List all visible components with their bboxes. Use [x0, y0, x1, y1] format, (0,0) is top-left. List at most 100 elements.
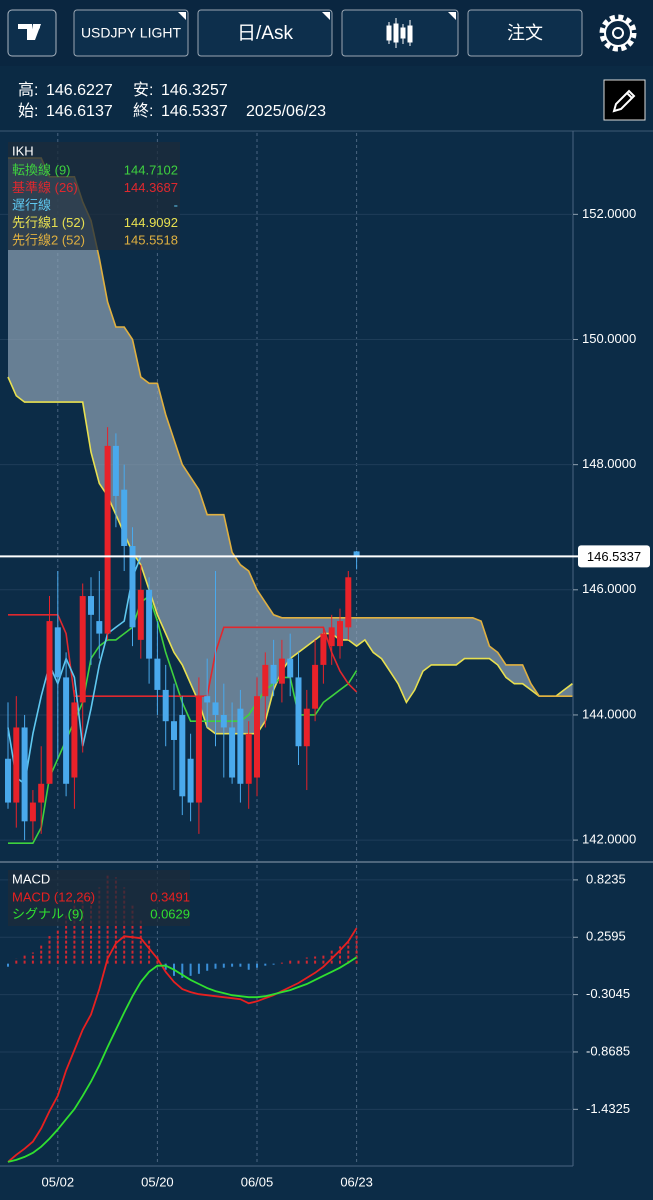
date: 2025/06/23 [246, 103, 326, 120]
legend-value: 144.3687 [124, 180, 178, 195]
legend-box [8, 142, 180, 250]
candle-body [96, 621, 103, 634]
gear-body [604, 19, 632, 47]
macd-line [7, 927, 358, 1163]
button-frame [197, 9, 333, 57]
x-tick-label: 05/20 [141, 1174, 174, 1189]
macd-line [7, 956, 358, 1163]
overlay: 05/02 05/20 06/05 06/23 142.0000 144.0000 146.… [0, 142, 650, 1189]
y-tick-label: 144.0000 [582, 706, 636, 721]
logo-button[interactable] [7, 9, 57, 57]
high-value: 146.6227 [46, 82, 113, 99]
candle-body [229, 727, 236, 778]
legend-name: 先行線1 (52) [12, 215, 85, 230]
legend-value: 0.0629 [150, 906, 190, 921]
legend-value: 0.3491 [150, 889, 190, 904]
button-frame [341, 9, 459, 57]
legend-title: MACD [12, 871, 50, 886]
candle-body [195, 696, 202, 803]
candle-body [129, 545, 136, 628]
candle-body [320, 633, 327, 665]
close-value: 146.5337 [161, 103, 228, 120]
ohlc-info: 高: 146.6227 安: 146.3257 始: 146.6137 終: 1… [18, 81, 326, 120]
last-price-tag [578, 545, 650, 568]
corner-mark [178, 12, 186, 20]
candle-body [295, 677, 302, 747]
y-tick-label: -1.4325 [586, 1101, 630, 1116]
gear-hole [612, 27, 624, 39]
y-tick-label: 148.0000 [582, 456, 636, 471]
price-button[interactable]: 日/Ask [197, 9, 333, 57]
chart-type-button[interactable] [341, 9, 459, 57]
y-tick-label: -0.3045 [586, 986, 630, 1001]
button-frame [73, 9, 189, 57]
symbol-button[interactable]: USDJPY LIGHT [73, 9, 189, 57]
close-label: 終: [133, 102, 153, 120]
indicator-line [7, 556, 142, 786]
button-frame [467, 9, 583, 57]
candle-body [171, 721, 177, 740]
last-price-label: 146.5337 [587, 549, 641, 564]
y-tick-label: 142.0000 [582, 832, 636, 847]
candle-body [154, 658, 161, 690]
candle-icon [386, 18, 413, 48]
legend-name: MACD (12,26) [12, 889, 95, 904]
open-value: 146.6137 [46, 103, 113, 120]
corner-mark [322, 12, 330, 20]
candle-body [46, 621, 53, 784]
legend-value: - [174, 197, 178, 212]
candle-body [13, 727, 20, 803]
candle-body [71, 702, 78, 778]
candle-body [38, 783, 45, 803]
candle-body [29, 802, 36, 822]
y-tick-label: 152.0000 [582, 206, 636, 221]
candle-body [5, 758, 11, 803]
candle-body [121, 489, 128, 546]
open-label: 始: [18, 102, 38, 120]
candle-body [137, 589, 144, 640]
legend-title: IKH [12, 143, 34, 158]
draw-frame [603, 79, 646, 121]
gear-teeth [599, 14, 637, 52]
x-tick-label: 06/23 [340, 1174, 373, 1189]
candle-body [179, 714, 186, 797]
candle-body [312, 664, 319, 709]
y-tick-label: 146.0000 [582, 581, 636, 596]
draw-button[interactable] [603, 79, 646, 121]
candle-body [146, 589, 153, 659]
candle-body [220, 714, 227, 728]
candle-body [79, 596, 86, 703]
candle-body [21, 727, 28, 822]
candle-body [88, 596, 94, 615]
candle-body [237, 708, 244, 784]
legend-value: 144.7102 [124, 162, 178, 177]
candle-body [212, 702, 219, 715]
low-value: 146.3257 [161, 82, 228, 99]
candle-body [162, 689, 169, 722]
logo-dot [34, 24, 40, 30]
legend-name: シグナル (9) [12, 906, 84, 921]
symbol-label: USDJPY LIGHT [81, 25, 182, 41]
candle-body [287, 658, 294, 678]
order-button[interactable]: 注文 [467, 9, 583, 57]
candle-body [63, 677, 70, 784]
indicator-line [8, 157, 573, 697]
y-tick-label: 0.2595 [586, 929, 626, 944]
legend-name: 基準線 (26) [12, 180, 78, 195]
settings-button[interactable] [599, 14, 637, 52]
corner-mark [448, 12, 456, 20]
legend-value: 144.9092 [124, 215, 178, 230]
candle-body [303, 708, 310, 747]
y-tick-label: 0.8235 [586, 871, 626, 886]
candle-body [245, 733, 252, 784]
candle-body [353, 551, 360, 557]
candle-body [270, 664, 277, 684]
candle-body [278, 658, 285, 684]
legend-value: 145.5518 [124, 232, 178, 247]
legend-name: 遅行線 [12, 197, 51, 212]
legend-name: 転換線 (9) [12, 162, 71, 177]
y-tick-label: -0.8685 [586, 1043, 630, 1058]
main-plot [5, 157, 573, 844]
